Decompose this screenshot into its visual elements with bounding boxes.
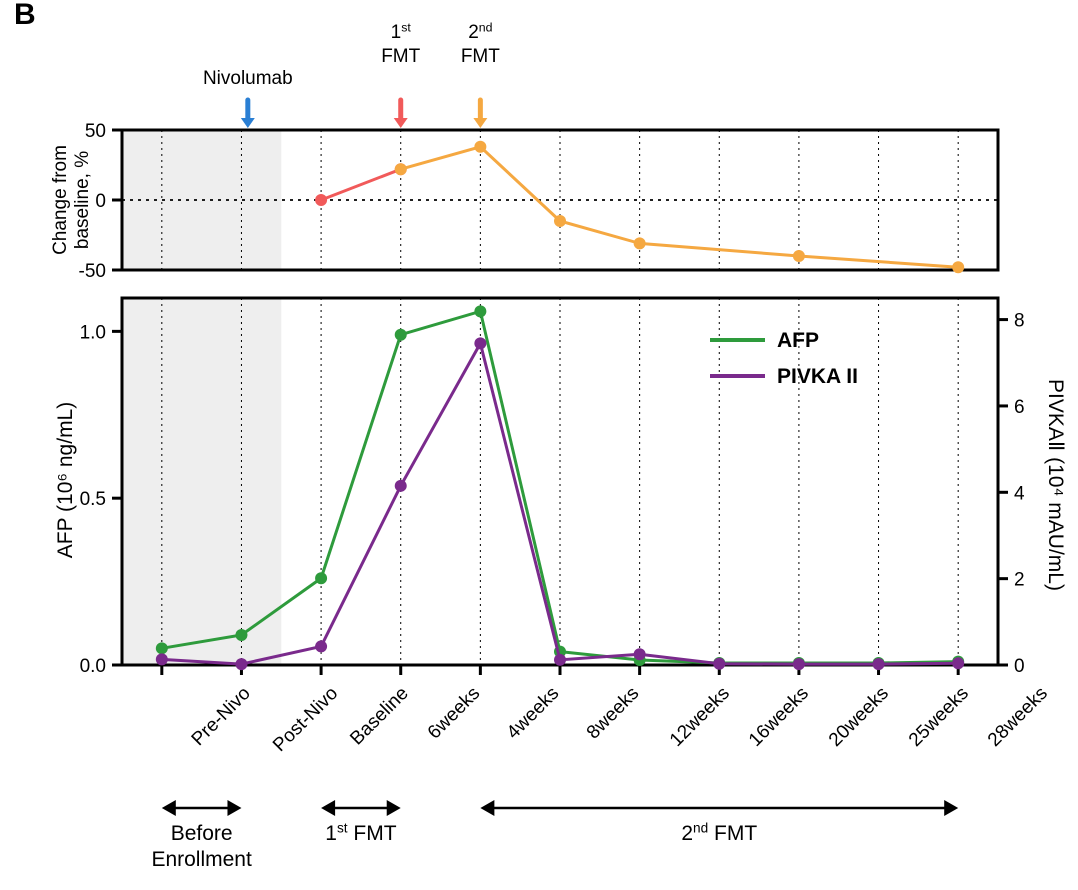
top-yaxis-label-line1: Change from [50,130,72,270]
bottom-yright-label: PIVKAⅡ (10⁴ mAU/mL) [1043,370,1068,600]
chart-canvas: -500500.00.51.002468AFPPIVKA IINivolumab… [0,0,1078,890]
svg-text:PIVKA II: PIVKA II [777,365,858,388]
legend: AFP PIVKA II [710,329,858,388]
svg-text:0: 0 [1014,656,1025,677]
svg-text:2: 2 [1014,570,1025,591]
svg-text:Nivolumab: Nivolumab [203,68,293,89]
svg-text:8: 8 [1014,311,1025,332]
svg-text:FMT: FMT [461,46,500,67]
svg-text:0.0: 0.0 [80,656,106,677]
bottom-yleft-label: AFP (10⁶ ng/mL) [54,390,78,570]
top-yaxis-label-line2: baseline, % [72,130,94,270]
svg-text:2nd FMT: 2nd FMT [681,821,757,845]
svg-text:4: 4 [1014,483,1025,504]
svg-text:6: 6 [1014,397,1025,418]
svg-text:1.0: 1.0 [80,322,106,343]
svg-text:2nd: 2nd [468,20,492,43]
top-yaxis-label: Change from baseline, % [50,130,94,270]
svg-text:1st FMT: 1st FMT [325,821,396,845]
svg-text:FMT: FMT [381,46,420,67]
svg-text:Enrollment: Enrollment [151,848,252,871]
svg-text:0.5: 0.5 [80,489,106,510]
svg-text:Before: Before [171,822,233,845]
svg-text:AFP: AFP [777,329,819,352]
svg-text:0: 0 [95,191,106,212]
svg-text:1st: 1st [391,20,412,43]
